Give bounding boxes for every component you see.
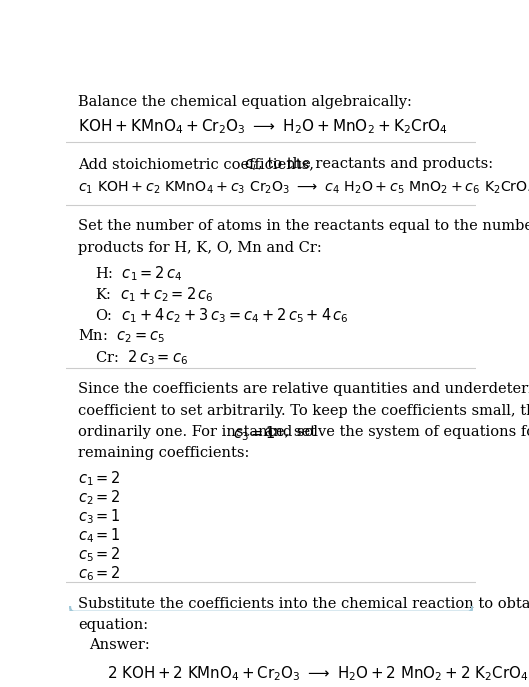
Text: and solve the system of equations for the: and solve the system of equations for th… (260, 425, 529, 439)
Text: products for H, K, O, Mn and Cr:: products for H, K, O, Mn and Cr: (78, 240, 322, 255)
Text: $c_5 = 2$: $c_5 = 2$ (78, 545, 121, 564)
FancyBboxPatch shape (70, 606, 472, 629)
Text: $c_3 = 1$: $c_3 = 1$ (78, 507, 121, 526)
Text: Add stoichiometric coefficients,: Add stoichiometric coefficients, (78, 157, 319, 171)
Text: Answer:: Answer: (89, 638, 149, 653)
Text: $c_1\ \mathrm{KOH} + c_2\ \mathrm{KMnO_4} + c_3\ \mathrm{Cr_2O_3} \ \longrightar: $c_1\ \mathrm{KOH} + c_2\ \mathrm{KMnO_4… (78, 179, 529, 196)
Text: O:  $c_1 + 4\,c_2 + 3\,c_3 = c_4 + 2\,c_5 + 4\,c_6$: O: $c_1 + 4\,c_2 + 3\,c_3 = c_4 + 2\,c_5… (95, 306, 349, 325)
Text: Substitute the coefficients into the chemical reaction to obtain the balanced: Substitute the coefficients into the che… (78, 597, 529, 611)
Text: Mn:  $c_2 = c_5$: Mn: $c_2 = c_5$ (78, 328, 166, 345)
Text: $\mathrm{KOH + KMnO_4 + Cr_2O_3 \ \longrightarrow \ H_2O + MnO_2 + K_2CrO_4}$: $\mathrm{KOH + KMnO_4 + Cr_2O_3 \ \longr… (78, 117, 448, 135)
Text: $c_i$: $c_i$ (244, 157, 257, 172)
Text: $c_4 = 1$: $c_4 = 1$ (78, 526, 121, 545)
Text: $c_3 = 1$: $c_3 = 1$ (233, 425, 276, 443)
Text: K:  $c_1 + c_2 = 2\,c_6$: K: $c_1 + c_2 = 2\,c_6$ (95, 285, 214, 304)
Text: $\mathrm{2\ KOH + 2\ KMnO_4 + Cr_2O_3 \ \longrightarrow \ H_2O + 2\ MnO_2 + 2\ K: $\mathrm{2\ KOH + 2\ KMnO_4 + Cr_2O_3 \ … (107, 664, 528, 682)
Text: Cr:  $2\,c_3 = c_6$: Cr: $2\,c_3 = c_6$ (95, 348, 188, 368)
Text: $c_6 = 2$: $c_6 = 2$ (78, 564, 121, 583)
Text: Set the number of atoms in the reactants equal to the number of atoms in the: Set the number of atoms in the reactants… (78, 219, 529, 234)
Text: Balance the chemical equation algebraically:: Balance the chemical equation algebraica… (78, 95, 412, 109)
Text: , to the reactants and products:: , to the reactants and products: (258, 157, 493, 171)
Text: ordinarily one. For instance, set: ordinarily one. For instance, set (78, 425, 321, 439)
Text: $c_2 = 2$: $c_2 = 2$ (78, 488, 121, 507)
Text: $c_1 = 2$: $c_1 = 2$ (78, 469, 121, 488)
Text: H:  $c_1 = 2\,c_4$: H: $c_1 = 2\,c_4$ (95, 264, 183, 282)
Text: Since the coefficients are relative quantities and underdetermined, choose a: Since the coefficients are relative quan… (78, 383, 529, 396)
Text: remaining coefficients:: remaining coefficients: (78, 446, 250, 460)
Text: coefficient to set arbitrarily. To keep the coefficients small, the arbitrary va: coefficient to set arbitrarily. To keep … (78, 403, 529, 418)
Text: equation:: equation: (78, 618, 149, 632)
